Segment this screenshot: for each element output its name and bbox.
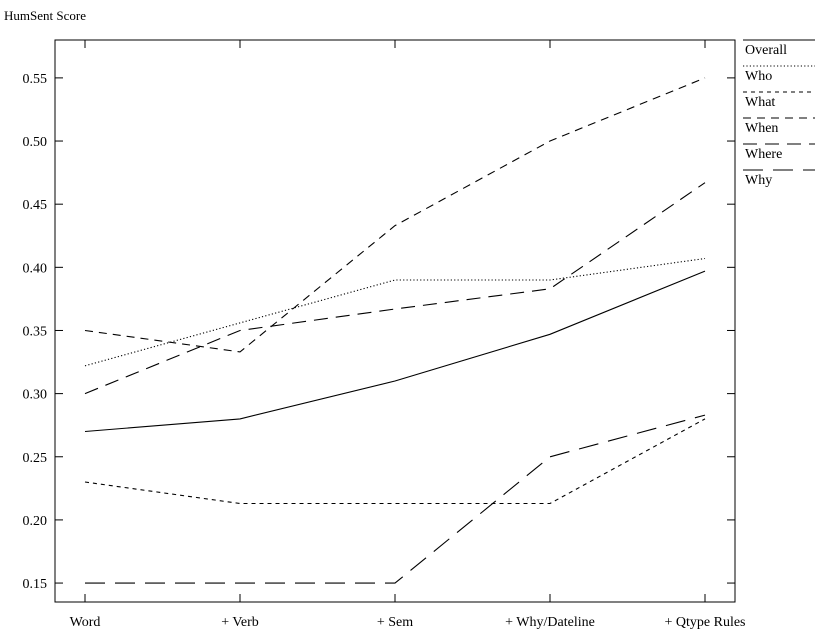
y-tick-label: 0.40 bbox=[23, 261, 48, 276]
x-tick-label: + Qtype Rules bbox=[665, 615, 746, 630]
legend-label-where: Where bbox=[745, 147, 782, 162]
y-tick-label: 0.45 bbox=[23, 198, 48, 213]
series-line-who bbox=[84, 257, 706, 367]
series-line-overall bbox=[84, 270, 706, 433]
plot-frame bbox=[54, 39, 736, 603]
legend-label-who: Who bbox=[745, 69, 772, 84]
series-line-where bbox=[84, 182, 706, 395]
y-tick-label: 0.25 bbox=[23, 451, 48, 466]
series-line-when bbox=[84, 77, 706, 353]
legend-label-why: Why bbox=[745, 173, 772, 188]
x-tick-label: + Sem bbox=[377, 615, 413, 630]
x-tick-label: Word bbox=[70, 615, 101, 630]
series-lines bbox=[84, 77, 706, 584]
x-tick-label: + Why/Dateline bbox=[505, 615, 595, 630]
y-axis-title: HumSent Score bbox=[4, 8, 86, 23]
y-tick-label: 0.50 bbox=[23, 135, 48, 150]
y-tick-label: 0.35 bbox=[23, 324, 48, 339]
y-tick-label: 0.30 bbox=[23, 388, 48, 403]
legend: Overall Who What When Where Why bbox=[743, 39, 815, 188]
series-line-why bbox=[85, 414, 706, 584]
x-axis: Word + Verb + Sem + Why/Dateline + Qtype Rul… bbox=[70, 40, 746, 630]
y-tick-label: 0.15 bbox=[23, 577, 48, 592]
y-axis: 0.15 0.20 0.25 0.30 0.35 0.40 0.45 0.50 0.55 bbox=[23, 72, 735, 592]
y-tick-label: 0.55 bbox=[23, 72, 48, 87]
y-tick-label: 0.20 bbox=[23, 514, 48, 529]
legend-label-overall: Overall bbox=[745, 43, 787, 58]
legend-label-what: What bbox=[745, 95, 775, 110]
series-line-what bbox=[84, 418, 706, 505]
legend-label-when: When bbox=[745, 121, 778, 136]
x-tick-label: + Verb bbox=[221, 615, 259, 630]
